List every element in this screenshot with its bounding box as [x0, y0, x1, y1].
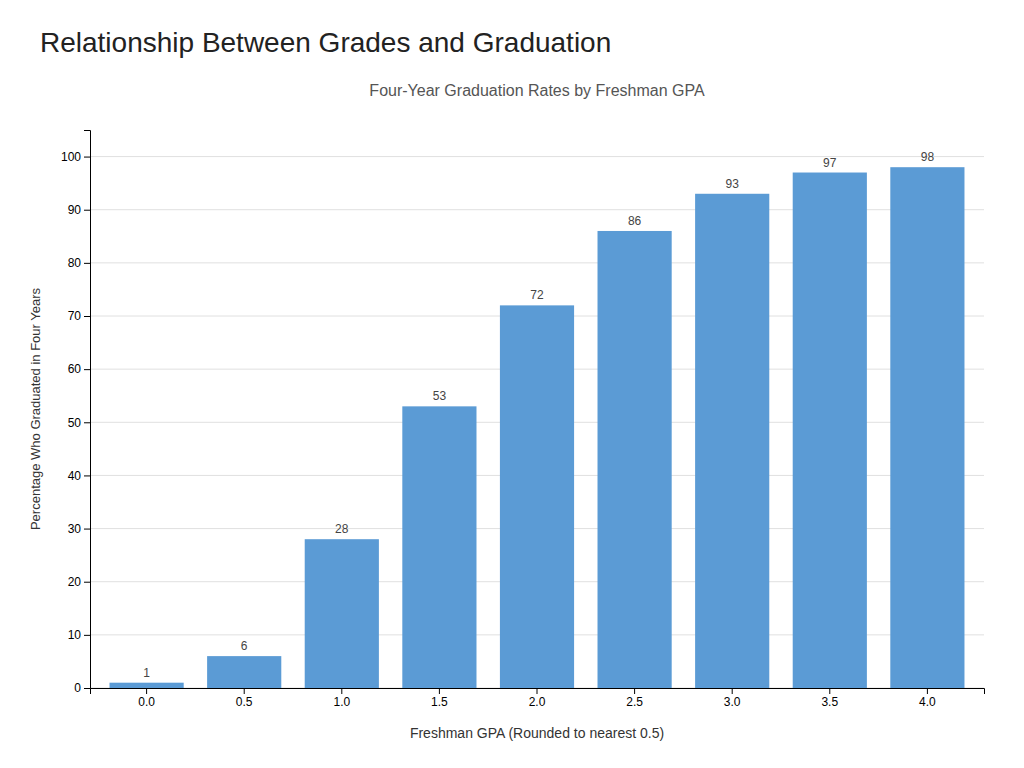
y-tick-mark: [84, 688, 90, 689]
y-tick: 10: [68, 628, 90, 642]
data-label: 6: [241, 639, 248, 653]
x-tick: 3.0: [724, 688, 741, 709]
x-tick-mark: [829, 688, 830, 694]
data-labels: 1 6 28 53 72 86 93 97 98: [143, 150, 934, 679]
y-tick: 0: [74, 681, 90, 695]
x-axis-line: [91, 689, 985, 695]
x-tick-mark: [146, 688, 147, 694]
x-tick: 2.5: [626, 688, 643, 709]
x-tick: 4.0: [919, 688, 936, 709]
x-tick-mark: [341, 688, 342, 694]
y-tick: 80: [68, 256, 90, 270]
data-label: 28: [335, 522, 349, 536]
y-tick-label: 90: [68, 203, 82, 217]
y-tick: 50: [68, 416, 90, 430]
data-label: 53: [433, 389, 447, 403]
plot-area: 1 6 28 53 72 86 93 97 98 0.0 0.5 1.0 1.5 2.0 2.5 3.0 3.5…: [61, 131, 985, 709]
data-label: 1: [143, 666, 150, 680]
y-tick: 100: [61, 150, 90, 164]
y-tick-label: 60: [68, 362, 82, 376]
y-tick: 90: [68, 203, 90, 217]
y-tick-mark: [84, 157, 90, 158]
y-tick: 70: [68, 309, 90, 323]
x-tick-mark: [634, 688, 635, 694]
x-tick: 2.0: [529, 688, 546, 709]
y-axis-line: [84, 131, 91, 689]
x-tick-mark: [927, 688, 928, 694]
x-tick-label: 3.0: [724, 695, 741, 709]
x-tick: 0.5: [236, 688, 253, 709]
x-tick-label: 4.0: [919, 695, 936, 709]
x-tick-label: 0.5: [236, 695, 253, 709]
data-label: 86: [628, 214, 642, 228]
bar: [402, 406, 476, 688]
bar: [793, 173, 867, 688]
y-tick-label: 50: [68, 416, 82, 430]
y-tick-label: 100: [61, 150, 81, 164]
y-tick-mark: [84, 635, 90, 636]
x-axis-title: Freshman GPA (Rounded to nearest 0.5): [410, 725, 664, 741]
y-tick-mark: [84, 263, 90, 264]
y-tick-label: 30: [68, 522, 82, 536]
subtitle: Four-Year Graduation Rates by Freshman G…: [369, 82, 705, 99]
chart-container: Relationship Between Grades and Graduati…: [0, 0, 1024, 768]
y-tick-label: 80: [68, 256, 82, 270]
bar: [110, 683, 184, 688]
x-tick-label: 1.0: [333, 695, 350, 709]
bar: [695, 194, 769, 688]
x-tick: 3.5: [821, 688, 838, 709]
x-tick-mark: [439, 688, 440, 694]
y-tick-label: 40: [68, 469, 82, 483]
y-tick-label: 0: [74, 681, 81, 695]
y-tick-mark: [84, 316, 90, 317]
y-axis: 0 10 20 30 40 50 60 70 80 90 100: [61, 131, 91, 696]
bars: [110, 167, 965, 688]
x-tick: 0.0: [138, 688, 155, 709]
x-tick-mark: [537, 688, 538, 694]
bar: [207, 656, 281, 688]
data-label: 93: [726, 177, 740, 191]
y-tick-label: 10: [68, 628, 82, 642]
bar: [305, 539, 379, 688]
data-label: 72: [530, 288, 544, 302]
y-tick-label: 70: [68, 309, 82, 323]
bar: [598, 231, 672, 688]
x-tick-label: 2.5: [626, 695, 643, 709]
data-label: 98: [921, 150, 935, 164]
x-tick-label: 1.5: [431, 695, 448, 709]
grid: [90, 157, 984, 688]
x-tick-label: 0.0: [138, 695, 155, 709]
chart-svg: Relationship Between Grades and Graduati…: [0, 0, 1024, 768]
x-tick-mark: [732, 688, 733, 694]
y-tick-mark: [84, 369, 90, 370]
x-tick-label: 3.5: [821, 695, 838, 709]
y-tick-mark: [84, 475, 90, 476]
data-label: 97: [823, 156, 837, 170]
y-tick-mark: [84, 529, 90, 530]
y-tick: 40: [68, 469, 90, 483]
x-tick: 1.5: [431, 688, 448, 709]
x-tick-label: 2.0: [529, 695, 546, 709]
x-tick: 1.0: [333, 688, 350, 709]
y-tick: 20: [68, 575, 90, 589]
y-tick-label: 20: [68, 575, 82, 589]
y-tick-mark: [84, 422, 90, 423]
grid-line: [90, 156, 984, 157]
y-tick-mark: [84, 210, 90, 211]
y-axis-title: Percentage Who Graduated in Four Years: [28, 287, 43, 530]
y-tick: 30: [68, 522, 90, 536]
y-tick-mark: [84, 582, 90, 583]
y-tick: 60: [68, 362, 90, 376]
title: Relationship Between Grades and Graduati…: [40, 27, 611, 58]
x-tick-mark: [244, 688, 245, 694]
x-axis: 0.0 0.5 1.0 1.5 2.0 2.5 3.0 3.5 4.0: [91, 688, 985, 709]
bar: [500, 305, 574, 688]
bar: [890, 167, 964, 688]
